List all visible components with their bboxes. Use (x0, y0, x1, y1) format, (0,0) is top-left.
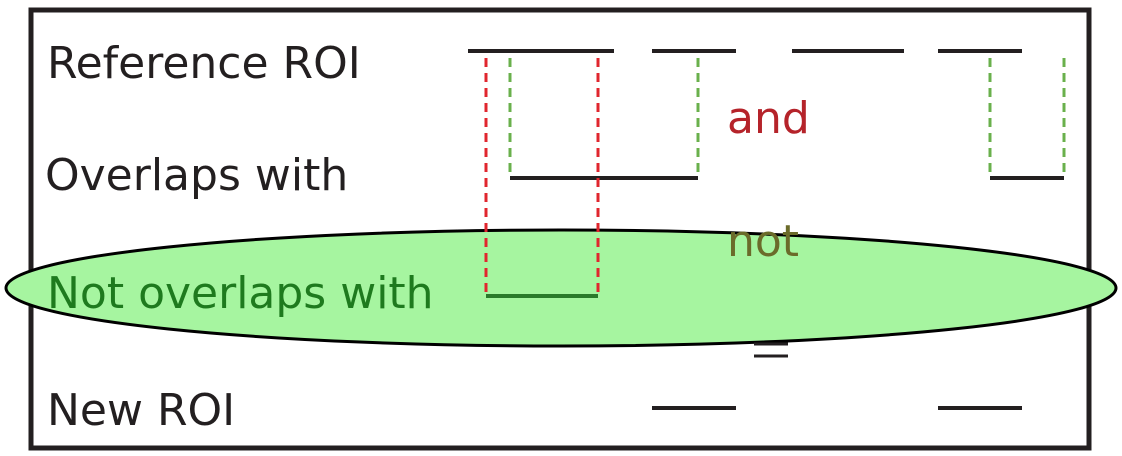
equals-sign (754, 342, 788, 358)
overlaps-with-label: Overlaps with (45, 150, 348, 201)
new-roi-label: New ROI (47, 385, 235, 436)
and-operator: and (727, 93, 810, 144)
not-overlap-guides (484, 58, 600, 296)
not-overlaps-with-label: Not overlaps with (47, 268, 434, 319)
not-operator: not (727, 216, 799, 267)
diagram-frame (28, 7, 1092, 451)
reference-roi-label: Reference ROI (47, 38, 361, 89)
overlap-guides (508, 58, 1066, 178)
highlight-ellipse (4, 228, 1118, 348)
